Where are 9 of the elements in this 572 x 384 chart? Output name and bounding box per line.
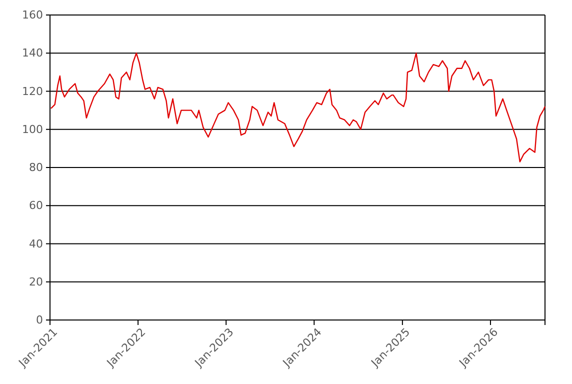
y-tick-label: 140 — [22, 46, 43, 60]
y-tick-label: 80 — [29, 161, 43, 174]
y-tick-label: 20 — [29, 275, 43, 288]
y-tick-label: 40 — [29, 237, 43, 250]
y-tick-label: 120 — [22, 84, 43, 98]
y-tick-label: 0 — [36, 314, 43, 327]
y-tick-label: 160 — [22, 8, 43, 22]
y-tick-label: 100 — [22, 122, 43, 136]
y-tick-label: 60 — [29, 199, 43, 212]
